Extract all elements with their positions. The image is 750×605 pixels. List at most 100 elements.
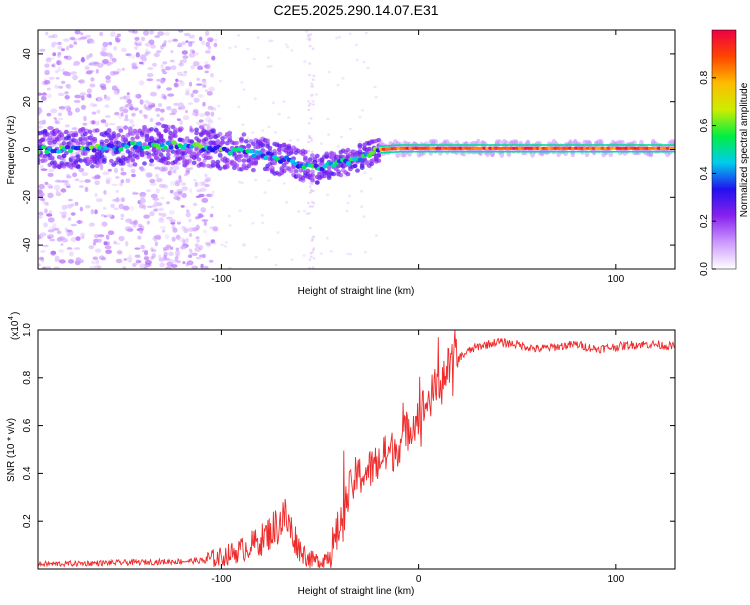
ridge-edge (450, 150, 455, 153)
ridge-edge (588, 150, 593, 153)
noise-dot (56, 60, 61, 65)
noise-dot (104, 104, 110, 108)
noise-dot (186, 153, 190, 160)
noise-dot (56, 230, 62, 235)
noise-dot (74, 201, 79, 206)
ridge-edge (623, 144, 628, 146)
noise-dot (139, 229, 143, 234)
noise-dot (174, 256, 179, 262)
spectrogram-y-tick-label: 20 (22, 96, 33, 108)
figure-title: C2E5.2025.290.14.07.E31 (273, 2, 438, 18)
ridge-edge (675, 151, 679, 153)
noise-dot (57, 66, 62, 73)
noise-dot (273, 131, 278, 134)
noise-dot (142, 113, 147, 117)
noise-dot (183, 70, 188, 74)
noise-dot (327, 133, 331, 136)
noise-dot (309, 33, 313, 36)
noise-dot (187, 102, 193, 105)
noise-dot (188, 218, 192, 223)
ridge-edge (560, 144, 565, 146)
ridge-halo (139, 132, 145, 137)
noise-dot (200, 207, 206, 213)
noise-dot (159, 117, 165, 121)
noise-dot (149, 30, 154, 35)
ridge-edge (671, 144, 675, 146)
ridge-edge (627, 144, 632, 146)
ridge-halo (277, 150, 282, 155)
noise-dot (137, 235, 142, 240)
noise-dot (266, 56, 270, 59)
noise-dot (168, 210, 175, 215)
noise-dot (111, 85, 118, 91)
ridge-halo (191, 160, 197, 165)
noise-dot (311, 85, 315, 88)
noise-dot (132, 262, 137, 267)
noise-dot (310, 139, 314, 142)
noise-dot (65, 84, 70, 88)
noise-dot (310, 93, 314, 97)
noise-dot (307, 104, 311, 107)
noise-dot (241, 123, 245, 126)
snr-x-tick-label: -100 (211, 574, 231, 585)
ridge-edge (462, 144, 466, 146)
noise-dot (238, 209, 242, 212)
noise-dot (254, 255, 258, 259)
noise-dot (191, 112, 196, 116)
noise-dot (88, 62, 94, 66)
noise-dot (198, 125, 205, 130)
noise-dot (88, 222, 95, 227)
noise-dot (251, 222, 255, 225)
ridge-edge (572, 144, 577, 146)
ridge-halo (189, 128, 195, 133)
noise-dot (205, 30, 210, 36)
noise-dot (297, 210, 301, 213)
noise-dot (213, 42, 218, 48)
noise-dot (223, 244, 227, 248)
spectrogram-x-label: Height of straight line (km) (298, 286, 415, 297)
ridge-edge (556, 144, 561, 146)
ridge-halo (201, 141, 207, 146)
ridge-edge (651, 150, 656, 153)
ridge-edge (631, 144, 636, 146)
noise-dot (224, 241, 228, 244)
noise-dot (228, 46, 232, 50)
noise-dot (260, 214, 264, 217)
noise-dot (94, 180, 100, 186)
noise-dot (146, 205, 154, 208)
noise-dot (57, 45, 63, 50)
ridge-halo (196, 157, 202, 162)
noise-dot (97, 96, 103, 102)
noise-dot (72, 62, 80, 67)
noise-dot (94, 209, 98, 215)
noise-dot (59, 259, 66, 264)
noise-dot (150, 247, 154, 252)
noise-dot (242, 88, 246, 91)
noise-dot (310, 94, 314, 97)
noise-dot (185, 170, 190, 175)
noise-dot (90, 209, 94, 215)
noise-dot (204, 89, 209, 92)
noise-dot (114, 111, 120, 116)
noise-dot (38, 108, 43, 114)
noise-dot (170, 264, 178, 268)
ridge-edge (387, 144, 392, 147)
noise-dot (284, 200, 289, 204)
snr-x-tick-label: 100 (607, 574, 624, 585)
noise-dot (146, 189, 152, 193)
ridge-edge (521, 144, 526, 146)
noise-dot (187, 227, 194, 233)
colorbar-tick-label: 0.8 (699, 70, 710, 84)
noise-dot (228, 224, 232, 227)
noise-dot (161, 229, 166, 233)
ridge-edge (631, 150, 636, 153)
ridge-halo (109, 158, 114, 164)
noise-dot (152, 236, 158, 242)
noise-dot (199, 113, 206, 118)
noise-dot (115, 258, 123, 264)
noise-dot (211, 55, 216, 61)
noise-dot (160, 79, 165, 84)
ridge-edge (544, 150, 549, 153)
ridge-halo (106, 128, 112, 134)
noise-dot (122, 105, 128, 110)
